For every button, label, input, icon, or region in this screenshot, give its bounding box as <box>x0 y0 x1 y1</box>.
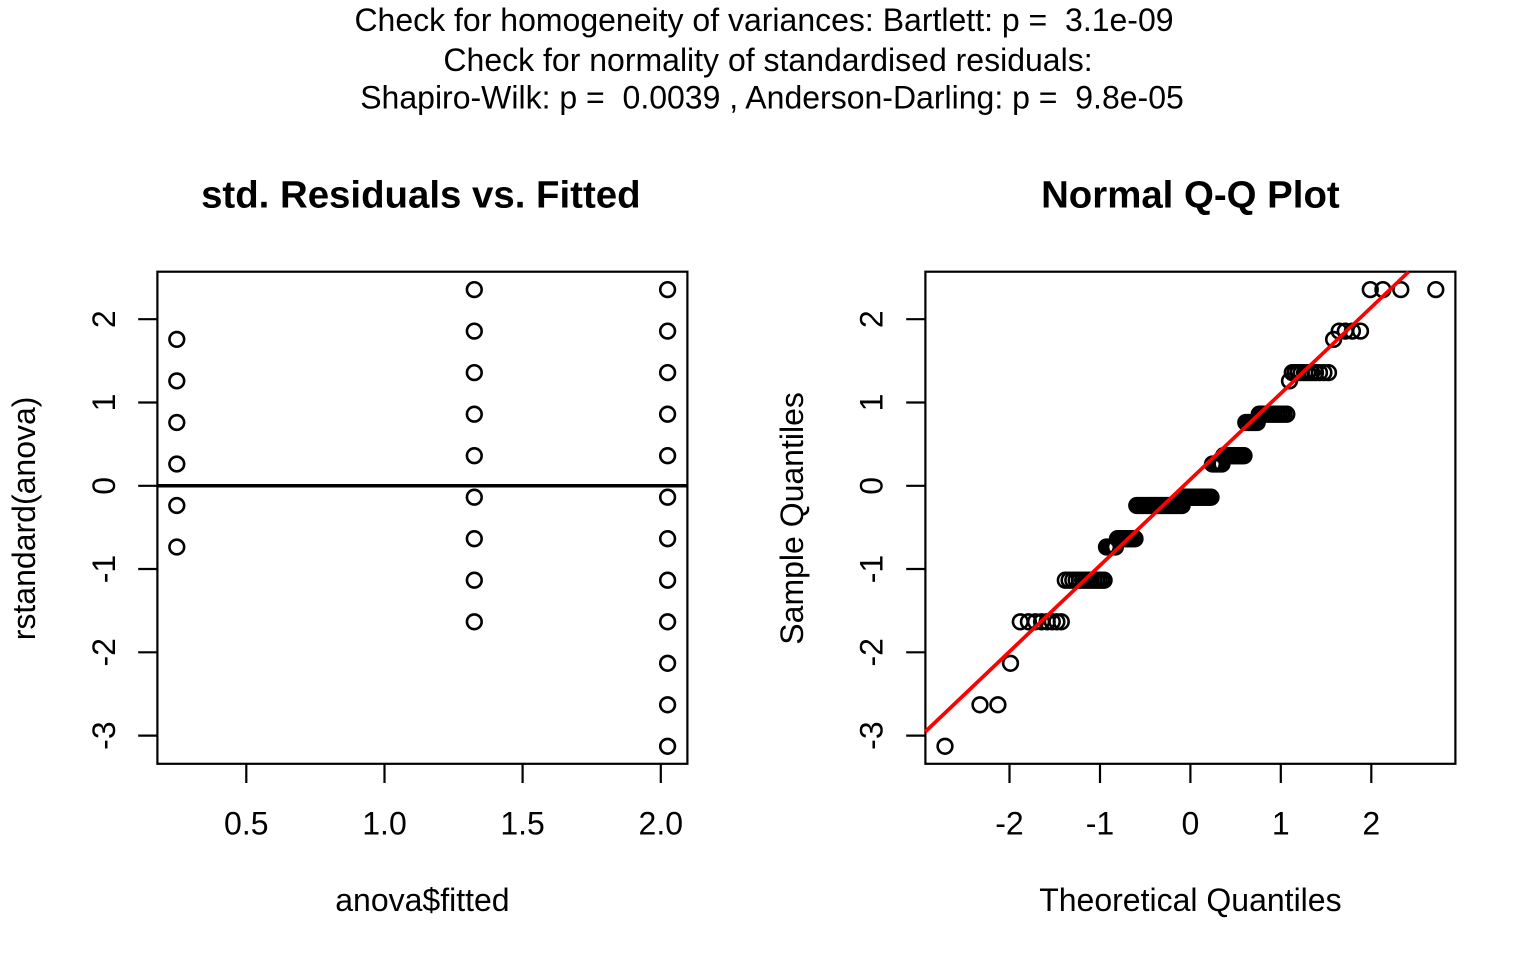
svg-text:-1: -1 <box>1086 806 1114 842</box>
svg-text:Theoretical Quantiles: Theoretical Quantiles <box>1039 882 1341 918</box>
svg-text:0: 0 <box>854 477 890 495</box>
svg-text:Sample Quantiles: Sample Quantiles <box>774 392 810 645</box>
svg-text:0: 0 <box>86 477 122 495</box>
svg-text:-2: -2 <box>995 806 1023 842</box>
svg-text:1: 1 <box>86 394 122 412</box>
svg-text:-1: -1 <box>86 555 122 583</box>
svg-text:1: 1 <box>1272 806 1290 842</box>
svg-text:-1: -1 <box>854 555 890 583</box>
svg-text:Check for normality of standar: Check for normality of standardised resi… <box>443 42 1092 78</box>
svg-text:0.5: 0.5 <box>224 806 268 842</box>
svg-text:Shapiro-Wilk: p = 0.0039 , An: Shapiro-Wilk: p = 0.0039 , Anderson-Darl… <box>360 79 1184 115</box>
svg-text:std. Residuals vs. Fitted: std. Residuals vs. Fitted <box>201 174 640 217</box>
svg-text:Check for homogeneity of varia: Check for homogeneity of variances: Bart… <box>354 2 1173 38</box>
svg-text:2: 2 <box>1362 806 1380 842</box>
svg-text:1.5: 1.5 <box>500 806 544 842</box>
svg-text:anova$fitted: anova$fitted <box>335 882 509 918</box>
svg-text:-3: -3 <box>854 721 890 749</box>
svg-text:2.0: 2.0 <box>639 806 683 842</box>
svg-text:2: 2 <box>86 310 122 328</box>
svg-text:-2: -2 <box>86 638 122 666</box>
svg-text:1: 1 <box>854 394 890 412</box>
svg-text:1.0: 1.0 <box>362 806 406 842</box>
svg-text:2: 2 <box>854 310 890 328</box>
svg-text:-2: -2 <box>854 638 890 666</box>
svg-text:-3: -3 <box>86 721 122 749</box>
svg-text:rstandard(anova): rstandard(anova) <box>6 397 42 641</box>
svg-text:Normal Q-Q Plot: Normal Q-Q Plot <box>1041 174 1340 217</box>
svg-text:0: 0 <box>1182 806 1200 842</box>
